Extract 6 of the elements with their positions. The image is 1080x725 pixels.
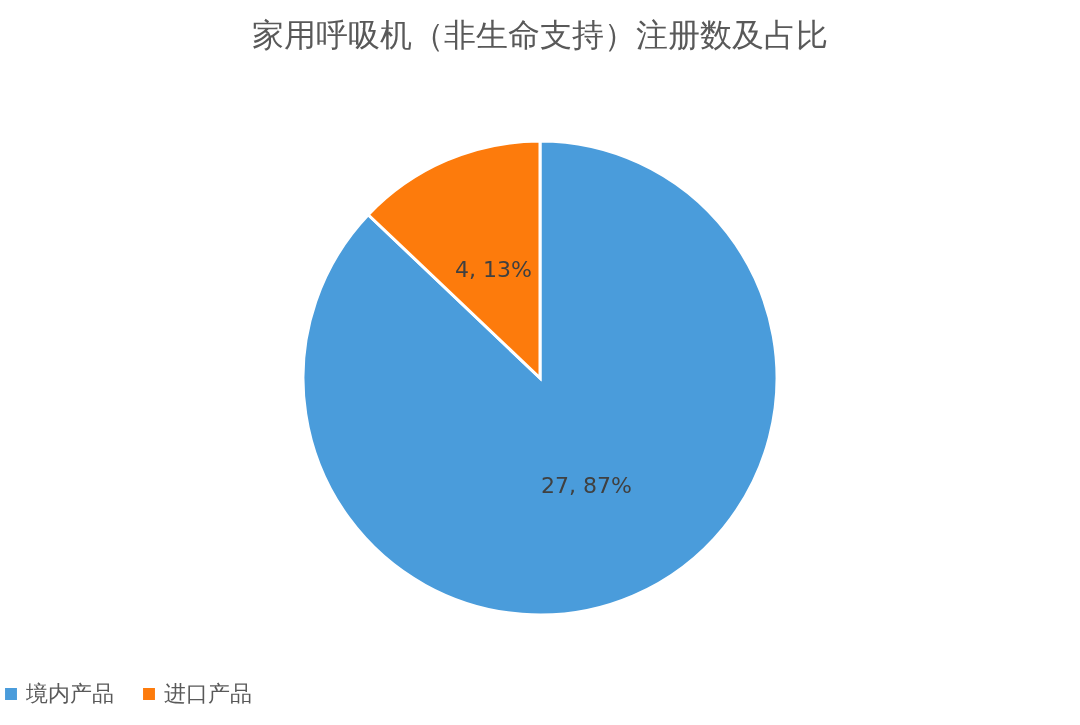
data-label: 27, 87% — [541, 473, 632, 499]
chart-title: 家用呼吸机（非生命支持）注册数及占比 — [252, 16, 828, 54]
pie-slice — [301, 139, 779, 617]
legend-label: 进口产品 — [164, 681, 252, 706]
data-label: 4, 13% — [455, 256, 532, 282]
legend-label: 境内产品 — [25, 681, 114, 706]
